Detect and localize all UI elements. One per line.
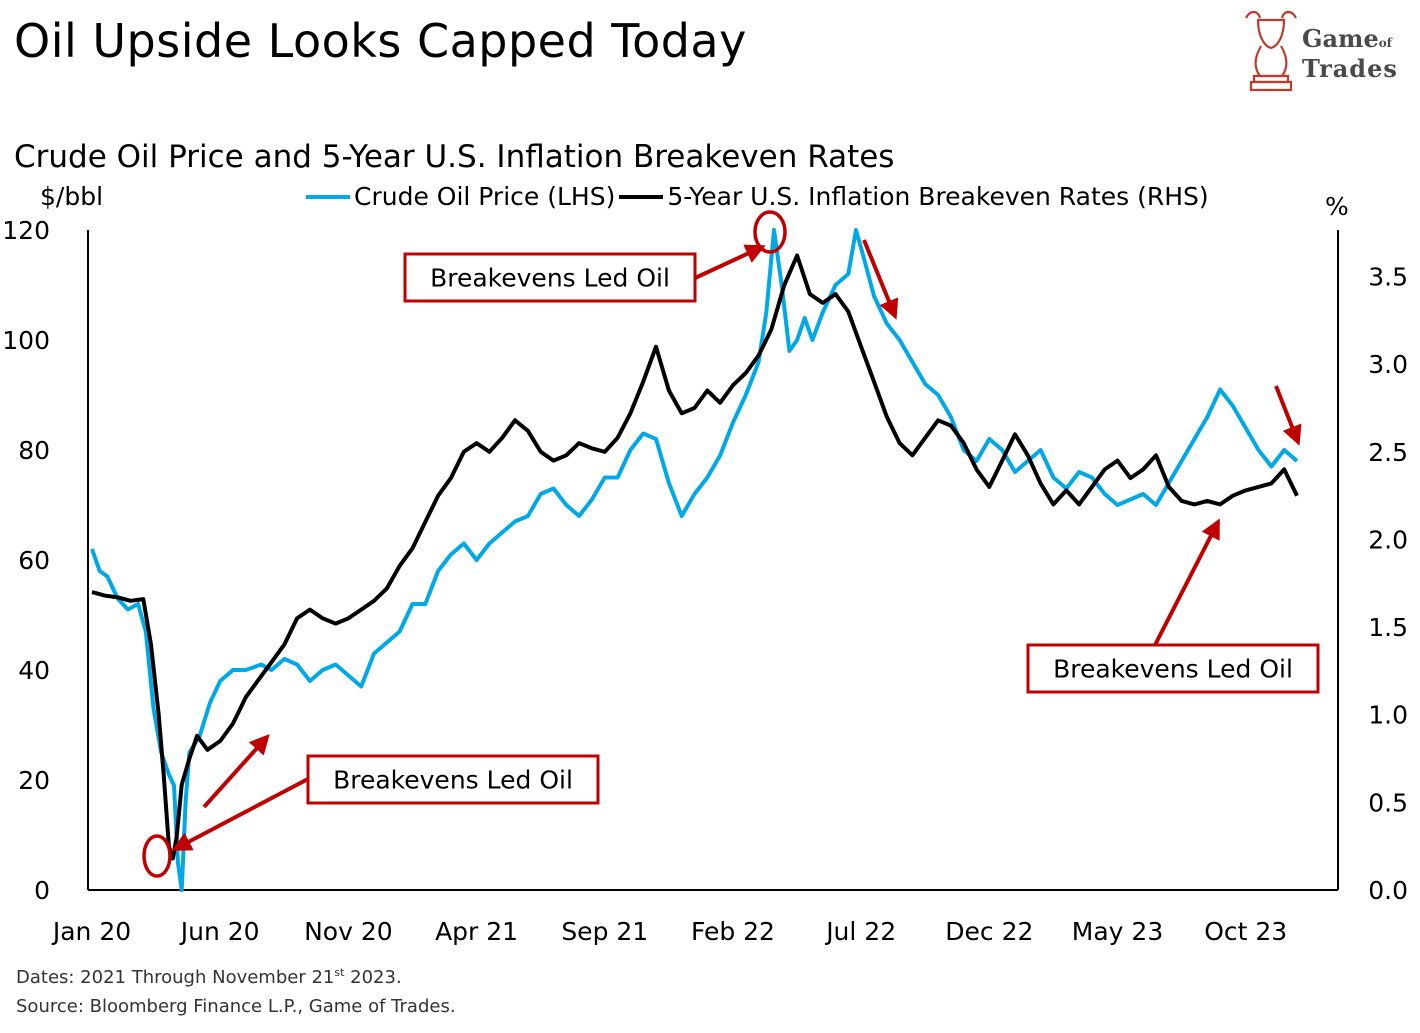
y-tick-right-label: 1.0 bbox=[1368, 701, 1408, 730]
x-tick-label: Nov 20 bbox=[304, 917, 393, 946]
y-tick-right-label: 0.0 bbox=[1368, 876, 1408, 905]
footer-dates-prefix: Dates: 2021 Through November 21 bbox=[16, 967, 335, 988]
annotation-bottom-box bbox=[306, 754, 600, 805]
trend-arrow-down-2022 bbox=[862, 239, 899, 320]
y-tick-left-label: 0 bbox=[34, 876, 50, 905]
y-tick-left-label: 40 bbox=[18, 656, 50, 685]
annotation-right-box bbox=[1026, 643, 1320, 694]
y-tick-left-label: 60 bbox=[18, 546, 50, 575]
footer-dates: Dates: 2021 Through November 21st 2023. bbox=[16, 966, 402, 988]
y-tick-left-label: 20 bbox=[18, 766, 50, 795]
legend-item-breakeven: 5-Year U.S. Inflation Breakeven Rates (R… bbox=[619, 182, 1209, 211]
annotation-circle-2020-low bbox=[142, 834, 172, 878]
x-tick-label: Jan 20 bbox=[51, 917, 131, 946]
logo-text: Gameof Trades bbox=[1302, 26, 1398, 82]
footer-dates-suffix: 2023. bbox=[344, 967, 402, 988]
x-tick-label: May 23 bbox=[1072, 917, 1163, 946]
footer-dates-sup: st bbox=[334, 966, 345, 979]
y-tick-left-label: 100 bbox=[2, 326, 50, 355]
y-tick-right-label: 2.5 bbox=[1368, 438, 1408, 467]
y-tick-right-label: 0.5 bbox=[1368, 788, 1408, 817]
legend-item-oil: Crude Oil Price (LHS) bbox=[306, 182, 615, 211]
annotation-circle-2022-high bbox=[753, 210, 787, 254]
x-tick-label: Oct 23 bbox=[1204, 917, 1287, 946]
y-tick-right-label: 1.5 bbox=[1368, 613, 1408, 642]
annotation-top-box bbox=[403, 252, 697, 303]
y-tick-right-label: 2.0 bbox=[1368, 525, 1408, 554]
footer-source: Source: Bloomberg Finance L.P., Game of … bbox=[16, 996, 456, 1017]
logo-word-of: of bbox=[1378, 36, 1392, 50]
bull-knight-icon bbox=[1245, 10, 1297, 92]
annotation-bottom-text: Breakevens Led Oil bbox=[333, 766, 573, 795]
annotation-arrow-top bbox=[694, 244, 766, 280]
x-tick-label: Dec 22 bbox=[945, 917, 1033, 946]
annotation-right-text: Breakevens Led Oil bbox=[1053, 655, 1293, 684]
trend-arrow-up bbox=[202, 734, 270, 809]
game-of-trades-logo bbox=[1236, 6, 1406, 96]
legend-label-breakeven: 5-Year U.S. Inflation Breakeven Rates (R… bbox=[667, 182, 1209, 211]
x-tick-label: Feb 22 bbox=[691, 917, 775, 946]
trend-arrow-down-2023 bbox=[1274, 385, 1302, 446]
legend-label-oil: Crude Oil Price (LHS) bbox=[354, 182, 616, 211]
annotation-top-text: Breakevens Led Oil bbox=[430, 264, 670, 293]
x-tick-label: Jun 20 bbox=[179, 917, 260, 946]
y-tick-right-label: 3.0 bbox=[1368, 350, 1408, 379]
y-tick-left-label: 120 bbox=[2, 216, 50, 245]
page-title: Oil Upside Looks Capped Today bbox=[14, 14, 747, 68]
legend: Crude Oil Price (LHS) 5-Year U.S. Inflat… bbox=[306, 182, 1213, 211]
x-tick-label: Sep 21 bbox=[561, 917, 648, 946]
legend-swatch-oil bbox=[306, 194, 350, 199]
right-axis-unit: % bbox=[1325, 192, 1349, 221]
y-tick-right-label: 3.5 bbox=[1368, 263, 1408, 292]
x-tick-label: Apr 21 bbox=[435, 917, 518, 946]
chart-title: Crude Oil Price and 5-Year U.S. Inflatio… bbox=[14, 139, 895, 175]
logo-word-trades: Trades bbox=[1302, 54, 1398, 83]
series-line-crude-oil bbox=[90, 228, 1299, 892]
legend-swatch-breakeven bbox=[619, 194, 664, 199]
y-tick-left-label: 80 bbox=[18, 436, 50, 465]
logo-word-game: Game bbox=[1302, 24, 1379, 53]
annotation-arrow-right bbox=[1153, 518, 1220, 646]
x-tick-label: Jul 22 bbox=[824, 917, 896, 946]
left-axis-unit: $/bbl bbox=[40, 182, 104, 211]
annotation-arrow-bottom bbox=[171, 777, 309, 851]
series-line-breakeven bbox=[91, 253, 1299, 861]
